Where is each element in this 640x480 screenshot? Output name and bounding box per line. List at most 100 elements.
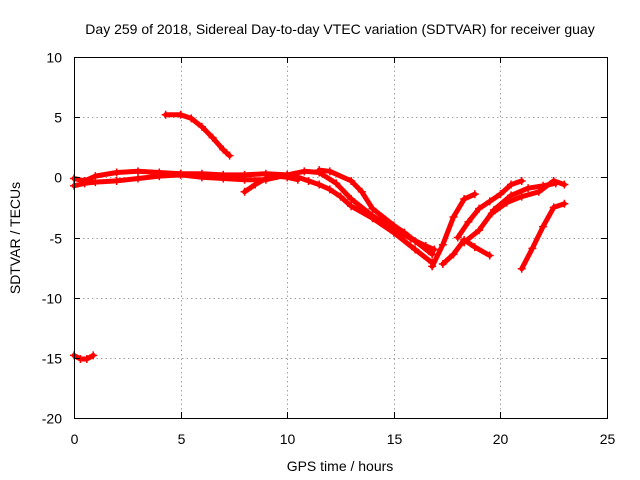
data-point	[91, 178, 100, 187]
data-point	[219, 174, 228, 183]
data-point	[524, 184, 533, 193]
data-point	[300, 167, 309, 176]
data-point	[464, 217, 473, 226]
y-tick-label: -10	[42, 291, 62, 307]
x-tick-label: 15	[387, 431, 403, 447]
data-point	[197, 122, 206, 131]
data-point	[438, 240, 447, 249]
data-point	[251, 180, 260, 189]
x-tick-label: 10	[280, 431, 296, 447]
data-point	[487, 209, 496, 218]
data-point	[460, 238, 469, 247]
data-point	[428, 250, 437, 259]
data-point	[475, 226, 484, 235]
data-point	[449, 213, 458, 222]
data-point	[176, 170, 185, 179]
data-point	[560, 199, 569, 208]
data-point	[197, 173, 206, 182]
data-point	[438, 259, 447, 268]
data-point	[485, 197, 494, 206]
data-point	[430, 245, 439, 254]
data-point	[389, 221, 398, 230]
data-point	[315, 166, 324, 175]
data-point	[428, 262, 437, 271]
data-point	[187, 114, 196, 123]
x-axis-label: GPS time / hours	[287, 458, 394, 474]
data-point	[389, 228, 398, 237]
data-point	[133, 174, 142, 183]
data-point	[325, 185, 334, 194]
data-point	[347, 194, 356, 203]
axis-ticks: 0 5 10 15 20 25 -20 -15 -10 -5 0 5 10	[42, 50, 616, 448]
data-point	[112, 168, 121, 177]
data-point	[460, 194, 469, 203]
data-point	[449, 250, 458, 259]
data-point	[549, 176, 558, 185]
data-point	[176, 110, 185, 119]
data-point	[485, 251, 494, 260]
data-point	[517, 192, 526, 201]
data-point	[315, 180, 324, 189]
data-point	[470, 190, 479, 199]
y-tick-label: -15	[42, 351, 62, 367]
data-point	[496, 190, 505, 199]
data-point	[411, 245, 420, 254]
data-point	[534, 187, 543, 196]
data-point	[453, 233, 462, 242]
data-point	[332, 179, 341, 188]
data-point	[80, 179, 89, 188]
data-point	[133, 167, 142, 176]
series-arc-21-23	[519, 201, 567, 272]
x-tick-label: 25	[600, 431, 616, 447]
series-arc-18-21a	[455, 178, 525, 240]
data-point	[502, 198, 511, 207]
data-point	[225, 151, 234, 160]
data-point	[549, 203, 558, 212]
data-point	[155, 172, 164, 181]
data-point	[325, 167, 334, 176]
data-point	[400, 228, 409, 237]
data-point	[368, 214, 377, 223]
data-point	[347, 202, 356, 211]
data-point	[82, 355, 91, 364]
data-point	[470, 243, 479, 252]
y-tick-label: -20	[42, 411, 62, 427]
y-tick-label: 5	[54, 110, 62, 126]
data-point	[304, 176, 313, 185]
data-point	[219, 145, 228, 154]
data-point	[528, 244, 537, 253]
data-point	[357, 187, 366, 196]
data-point	[261, 174, 270, 183]
x-tick-label: 5	[178, 431, 186, 447]
data-point	[272, 172, 281, 181]
data-point	[507, 180, 516, 189]
data-point	[208, 133, 217, 142]
data-point	[240, 187, 249, 196]
data-point	[517, 264, 526, 273]
data-point	[283, 173, 292, 182]
y-tick-label: 10	[46, 50, 62, 66]
y-tick-label: 0	[54, 170, 62, 186]
chart-title: Day 259 of 2018, Sidereal Day-to-day VTE…	[85, 21, 594, 37]
data-series	[70, 110, 569, 364]
x-tick-label: 20	[493, 431, 509, 447]
data-point	[89, 351, 98, 360]
data-point	[293, 175, 302, 184]
data-point	[240, 175, 249, 184]
data-point	[475, 204, 484, 213]
data-point	[161, 110, 170, 119]
y-axis-label: SDTVAR / TECUs	[7, 182, 23, 294]
data-point	[539, 222, 548, 231]
data-point	[347, 176, 356, 185]
data-point	[507, 191, 516, 200]
data-point	[336, 192, 345, 201]
y-tick-label: -5	[50, 231, 63, 247]
data-point	[560, 180, 569, 189]
data-point	[368, 204, 377, 213]
x-tick-label: 0	[71, 431, 79, 447]
data-point	[411, 237, 420, 246]
data-point	[112, 176, 121, 185]
grid-lines	[74, 57, 607, 418]
data-point	[517, 176, 526, 185]
